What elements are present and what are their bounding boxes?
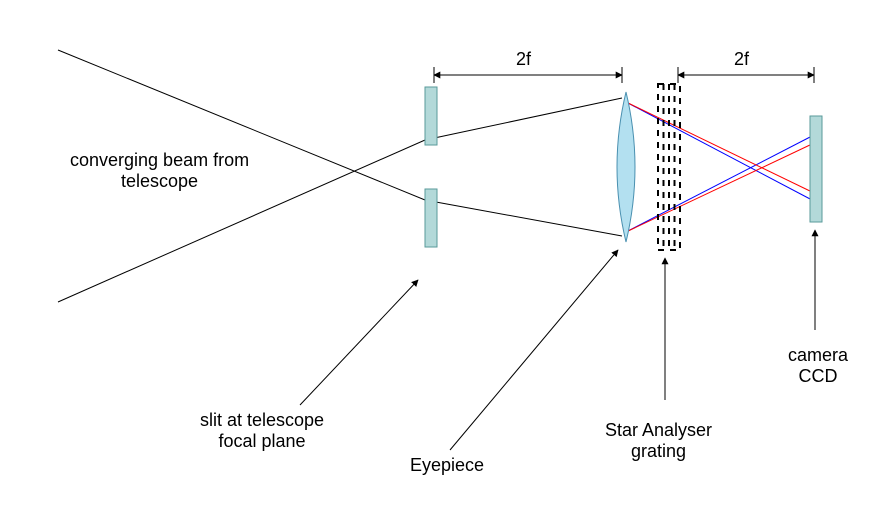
dimension-2f-label: 2f (734, 49, 749, 70)
eyepiece-label: Eyepiece (410, 455, 484, 476)
optics-diagram (0, 0, 887, 514)
eyepiece-lens (617, 92, 635, 242)
eyepiece-pointer (450, 250, 618, 450)
label-pointers (300, 230, 815, 450)
camera-ccd (810, 116, 822, 222)
dimension-2f-label: 2f (516, 49, 531, 70)
slit (425, 87, 437, 247)
dimension-arrows (434, 67, 814, 83)
slit-label: slit at telescopefocal plane (200, 410, 324, 452)
grating-label: Star Analysergrating (605, 420, 712, 462)
star-analyser-grating (658, 84, 680, 250)
converging-beam-label: converging beam fromtelescope (70, 150, 249, 192)
dispersed-rays (626, 102, 812, 232)
slit-pointer (300, 280, 418, 405)
ccd-label: cameraCCD (788, 345, 848, 387)
